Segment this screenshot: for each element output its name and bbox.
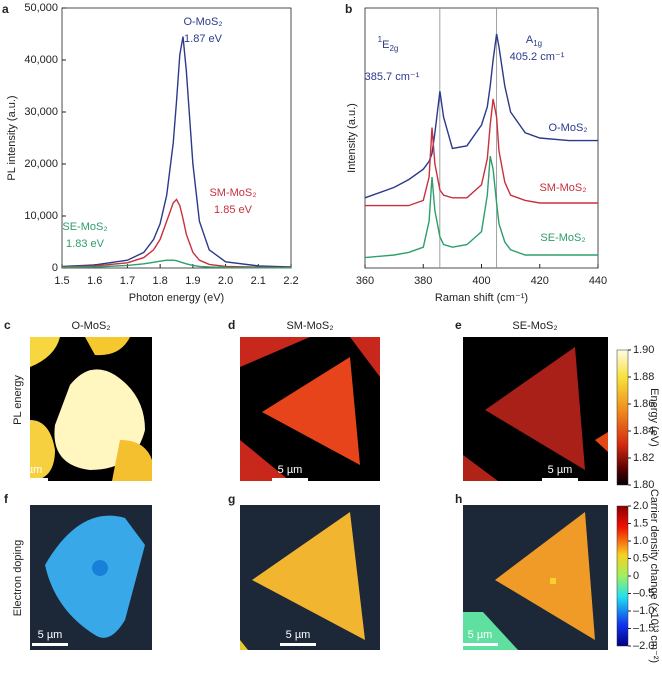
- x-tick-label: 1.7: [120, 275, 135, 287]
- x-tick-label: 2.1: [251, 275, 266, 287]
- peak-name: A1g: [526, 34, 542, 48]
- map-title: O-MoS₂: [71, 320, 110, 332]
- x-tick-label: 2.0: [218, 275, 233, 287]
- y-tick-label: 30,000: [24, 106, 58, 118]
- panel-letter: h: [455, 492, 462, 506]
- colorbar-tick-label: 1.86: [633, 398, 654, 410]
- scale-bar-label: 5 µm: [38, 629, 63, 641]
- energy-colorbar: [616, 349, 629, 486]
- colorbar-tick-label: 1.84: [633, 425, 654, 437]
- x-axis-label: Raman shift (cm⁻¹): [435, 292, 528, 304]
- x-tick-label: 1.8: [152, 275, 167, 287]
- scale-bar-label: 5 µm: [286, 629, 311, 641]
- colorbar-tick-label: –1.0: [633, 605, 654, 617]
- panel-letter: a: [2, 2, 9, 16]
- map-d: [240, 337, 380, 481]
- x-tick-label: 380: [414, 275, 432, 287]
- y-tick-label: 50,000: [24, 2, 58, 14]
- series-line: [61, 198, 292, 269]
- series-label: SE-MoS₂: [540, 232, 585, 244]
- colorbar-tick-label: 0: [633, 570, 639, 582]
- panel-letter: b: [345, 2, 352, 16]
- panel-letter: d: [228, 318, 235, 332]
- colorbar-tick-label: 1.5: [633, 517, 648, 529]
- map-f: [30, 505, 152, 650]
- series-label: O-MoS₂: [183, 16, 222, 28]
- colorbar-label: Energy (eV): [648, 388, 660, 447]
- y-tick-label: 20,000: [24, 158, 58, 170]
- peak-label: 1.87 eV: [184, 33, 223, 45]
- map-c: [30, 337, 152, 481]
- map-title: SM-MoS₂: [286, 320, 333, 332]
- map-title: SE-MoS₂: [512, 320, 557, 332]
- scale-bar: [462, 643, 498, 646]
- x-tick-label: 1.5: [54, 275, 69, 287]
- x-tick-label: 400: [472, 275, 490, 287]
- series-line: [365, 98, 598, 207]
- peak-value: 385.7 cm⁻¹: [365, 71, 420, 83]
- plot-frame: [61, 7, 292, 269]
- panel-letter: g: [228, 492, 235, 506]
- peak-name-sub: 1g: [533, 39, 542, 48]
- colorbar-tick-label: –1.5: [633, 622, 654, 634]
- series-line: [364, 156, 598, 259]
- row-label: Electron doping: [12, 540, 24, 616]
- peak-label: 1.83 eV: [66, 238, 105, 250]
- series-label: SE-MoS₂: [62, 221, 107, 233]
- peak-name-sub: 2g: [389, 44, 398, 53]
- series-label: SM-MoS₂: [539, 182, 586, 194]
- y-tick-label: 0: [52, 262, 58, 274]
- x-tick-label: 440: [589, 275, 607, 287]
- colorbar-tick-label: –0.5: [633, 587, 654, 599]
- panel-letter: f: [4, 492, 9, 506]
- panel-letter: c: [4, 318, 11, 332]
- colorbar-label: Carrier density change (×10¹³ cm⁻²): [648, 489, 660, 663]
- y-axis-label: PL intensity (a.u.): [6, 95, 18, 180]
- x-tick-label: 1.9: [185, 275, 200, 287]
- peak-name-base: E: [382, 39, 389, 51]
- scale-bar-label: 5 µm: [278, 464, 303, 476]
- colorbar-tick-label: 1.0: [633, 535, 648, 547]
- colorbar-tick-label: 1.82: [633, 452, 654, 464]
- series-line: [61, 36, 292, 268]
- map-h: [463, 505, 608, 650]
- peak-name: 1E2g: [378, 35, 399, 53]
- colorbar-tick-label: 1.80: [633, 479, 654, 491]
- series-line: [61, 259, 292, 269]
- colorbar-tick-label: 2.0: [633, 500, 648, 512]
- colorbar-tick-label: 1.88: [633, 371, 654, 383]
- peak-name-base: A: [526, 34, 534, 46]
- scale-bar: [542, 478, 578, 481]
- y-tick-label: 10,000: [24, 210, 58, 222]
- scale-bar-label: 4 µm: [18, 464, 43, 476]
- series-label: SM-MoS₂: [209, 187, 256, 199]
- x-tick-label: 2.2: [283, 275, 298, 287]
- scale-bar: [32, 643, 68, 646]
- x-tick-label: 420: [531, 275, 549, 287]
- x-tick-label: 360: [356, 275, 374, 287]
- map-g: [240, 505, 380, 650]
- x-tick-label: 1.6: [87, 275, 102, 287]
- x-axis-label: Photon energy (eV): [129, 292, 224, 304]
- panel-letter: e: [455, 318, 462, 332]
- scale-bar: [272, 478, 308, 481]
- carrier-colorbar: [616, 505, 629, 647]
- map-e: [463, 337, 608, 481]
- scale-bar: [280, 643, 316, 646]
- series-line: [364, 33, 598, 199]
- y-tick-label: 40,000: [24, 54, 58, 66]
- peak-value: 405.2 cm⁻¹: [510, 51, 565, 63]
- colorbar-tick-label: 0.5: [633, 552, 648, 564]
- peak-name-sup: 1: [378, 35, 383, 44]
- series-label: O-MoS₂: [548, 122, 587, 134]
- peak-label: 1.85 eV: [214, 204, 253, 216]
- scale-bar-label: 5 µm: [548, 464, 573, 476]
- row-label: PL energy: [12, 375, 24, 425]
- y-axis-label: Intensity (a.u.): [346, 103, 358, 173]
- scale-bar-label: 5 µm: [468, 629, 493, 641]
- colorbar-tick-label: –2.0: [633, 640, 654, 652]
- scale-bar: [12, 478, 48, 481]
- colorbar-tick-label: 1.90: [633, 344, 654, 356]
